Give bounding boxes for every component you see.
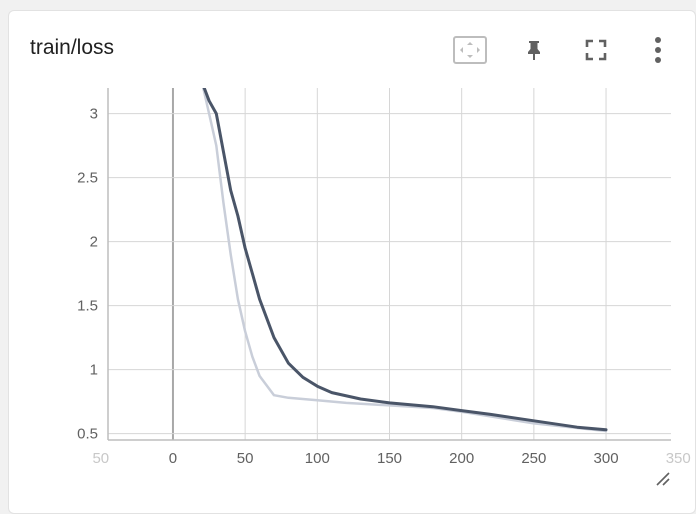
x-tick-label: 50 bbox=[92, 450, 109, 467]
x-tick-label: 250 bbox=[521, 450, 546, 467]
fit-domain-icon bbox=[453, 36, 487, 64]
more-vert-icon bbox=[655, 37, 661, 63]
x-tick-label: 150 bbox=[377, 450, 402, 467]
smoothed-series-line bbox=[202, 88, 608, 432]
chart-card bbox=[8, 10, 696, 514]
y-tick-label: 1.5 bbox=[77, 298, 98, 315]
x-tick-label: 100 bbox=[305, 450, 330, 467]
y-tick-label: 2 bbox=[90, 234, 98, 251]
x-tick-label: 200 bbox=[449, 450, 474, 467]
x-tick-label: 0 bbox=[169, 450, 177, 467]
fit-domain-button[interactable] bbox=[450, 30, 490, 70]
y-tick-label: 0.5 bbox=[77, 426, 98, 443]
fullscreen-button[interactable] bbox=[576, 30, 616, 70]
x-tick-label: 300 bbox=[594, 450, 619, 467]
card-toolbar bbox=[440, 30, 690, 70]
x-axis-ticks: 50 0 50 100 150 200 250 300 350 bbox=[92, 450, 690, 467]
resize-handle[interactable] bbox=[656, 472, 670, 486]
resize-icon bbox=[656, 472, 670, 486]
chart-axes bbox=[107, 88, 671, 441]
fullscreen-icon bbox=[585, 39, 607, 61]
y-axis-ticks: 0.5 1 1.5 2 2.5 3 bbox=[77, 106, 98, 443]
more-options-button[interactable] bbox=[638, 30, 678, 70]
x-tick-label: 350 bbox=[666, 450, 691, 467]
x-tick-label: 50 bbox=[237, 450, 254, 467]
y-tick-label: 1 bbox=[90, 362, 98, 379]
card-title: train/loss bbox=[30, 36, 115, 59]
y-tick-label: 3 bbox=[90, 106, 98, 123]
raw-series-line bbox=[201, 88, 608, 433]
chart-series bbox=[201, 88, 608, 433]
y-tick-label: 2.5 bbox=[77, 170, 98, 187]
pin-icon bbox=[528, 41, 540, 60]
chart-grid bbox=[108, 88, 671, 440]
pin-button[interactable] bbox=[514, 30, 554, 70]
